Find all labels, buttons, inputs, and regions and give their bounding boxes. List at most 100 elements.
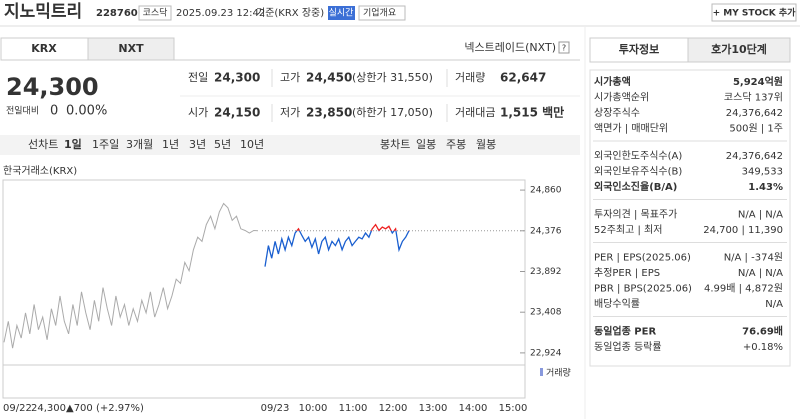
price: 24,300	[6, 73, 99, 101]
quote-table: 전일 24,300 고가 24,450 (상한가 31,550) 거래량 62,647 시가 2…	[180, 69, 580, 122]
x-tick-label: 13:00	[419, 403, 448, 414]
info-label: 시가총액순위	[594, 91, 649, 104]
tab-label[interactable]: NXT	[118, 42, 144, 55]
company-button[interactable]	[358, 5, 406, 21]
info-label: 추정PER | EPS	[594, 267, 660, 279]
volume-label: 거래량	[546, 367, 571, 379]
line-today-up	[296, 223, 410, 231]
datetime: 2025.09.23 12:42	[176, 8, 265, 19]
x-tick-label: 09/23	[261, 403, 290, 414]
line-today	[264, 230, 410, 267]
info-tab-label[interactable]: 호가10단계	[711, 42, 767, 56]
chart: 24,860 24,376 23,892 23,408 22,924 09/23 10:00…	[3, 186, 562, 414]
info-label: 투자의견 | 목표주가	[594, 209, 677, 221]
period[interactable]: 5년	[214, 138, 231, 151]
period[interactable]: 3개월	[126, 138, 153, 151]
stock-code: 228760	[96, 8, 138, 19]
nxt-link[interactable]: 넥스트레이드(NXT)	[464, 41, 556, 54]
period[interactable]: 월봉	[476, 138, 496, 151]
quote-value: 23,850	[306, 106, 352, 120]
chart-source: 한국거래소(KRX)	[3, 165, 77, 177]
info-value: 349,533	[742, 167, 783, 178]
period-list: 선차트 1일 1주일 3개월 1년 3년 5년 10년 봉차트 일봉 주봉 월봉	[28, 137, 496, 151]
quote-label: 거래량	[455, 71, 485, 84]
info-label: PER | EPS(2025.06)	[594, 253, 691, 264]
info-tab[interactable]	[687, 37, 791, 63]
tab-label[interactable]: KRX	[31, 42, 57, 55]
info-label: 52주최고 | 최저	[594, 224, 662, 236]
x-tick-label: 15:00	[499, 403, 528, 414]
info-value: N/A | N/A	[738, 210, 783, 221]
quote-label: 저가	[280, 106, 300, 119]
quote-extra: (상한가 31,550)	[352, 71, 433, 84]
realtime-badge[interactable]	[328, 6, 355, 20]
info-label: 외국인소진율(B/A)	[594, 180, 677, 193]
info-value: 4.99배 | 4,872원	[704, 283, 783, 295]
info-label: 동일업종 PER	[594, 325, 656, 338]
x-tick-label: 10:00	[299, 403, 328, 414]
prev-date: 09/22	[3, 403, 32, 414]
info-value: 24,700 | 11,390	[703, 225, 783, 236]
period-bar	[0, 135, 580, 155]
info-value: 코스닥 137위	[724, 91, 783, 104]
prev-price: 24,300	[31, 403, 66, 414]
mystock-button[interactable]	[711, 3, 797, 22]
info-label: 외국인보유주식수(B)	[594, 166, 682, 178]
quote-label: 전일	[188, 70, 208, 84]
line-prev	[3, 202, 259, 349]
period[interactable]: 1년	[162, 138, 179, 151]
info-tab[interactable]	[589, 37, 689, 63]
y-tick-label: 23,892	[530, 267, 562, 277]
info-label: 외국인한도주식수(A)	[594, 150, 682, 162]
info-value: 24,376,642	[726, 108, 783, 119]
period-group: 선차트	[28, 138, 58, 151]
info-value: N/A | N/A	[738, 268, 783, 279]
change: 0	[50, 104, 58, 119]
info-value: 76.69배	[742, 325, 783, 338]
company[interactable]: 기업개요	[363, 8, 396, 19]
info-value: N/A | -374원	[724, 252, 783, 264]
x-tick-label: 14:00	[459, 403, 488, 414]
info-value: 500원 | 1주	[729, 123, 783, 135]
market: 코스닥	[143, 8, 168, 19]
period[interactable]: 일봉	[416, 137, 436, 151]
help[interactable]: ?	[562, 44, 566, 53]
period[interactable]: 1주일	[92, 137, 119, 151]
x-tick-label: 12:00	[379, 403, 408, 414]
quote-label: 거래대금	[455, 106, 495, 119]
chart-frame	[2, 179, 526, 399]
info-value: 1.43%	[748, 182, 783, 193]
quote-value: 62,647	[500, 71, 546, 85]
info-tab-label[interactable]: 투자정보	[619, 42, 659, 56]
quote-extra: (하한가 17,050)	[352, 105, 433, 119]
quote-value: 1,515 백만	[500, 105, 564, 120]
mystock[interactable]: + MY STOCK 추가	[713, 7, 797, 19]
y-tick-label: 24,376	[530, 226, 562, 236]
info-label: 상장주식수	[594, 107, 640, 119]
quote-label: 고가	[280, 71, 300, 84]
quote-label: 시가	[188, 106, 208, 119]
info-value: 24,376,642	[726, 151, 783, 162]
period[interactable]: 1일	[64, 137, 82, 151]
period[interactable]: 3년	[189, 138, 206, 151]
tab-nxt[interactable]	[87, 37, 175, 61]
x-tick-label: 11:00	[339, 403, 368, 414]
info-label: 시가총액	[594, 75, 631, 88]
change-pct: 0.00%	[66, 104, 107, 119]
quote-value: 24,450	[306, 71, 352, 85]
stock-name: 지노믹트리	[4, 2, 82, 22]
volume-icon	[540, 368, 543, 376]
period-group: 봉차트	[380, 138, 410, 151]
y-tick-label: 22,924	[530, 348, 562, 358]
change-label: 전일대비	[6, 106, 39, 117]
quote-value: 24,300	[214, 71, 260, 85]
y-tick-label: 23,408	[530, 308, 562, 318]
market-badge	[138, 5, 172, 21]
prev-change: ▲700 (+2.97%)	[66, 403, 144, 414]
realtime[interactable]: 실시간	[329, 8, 354, 19]
period[interactable]: 주봉	[446, 138, 466, 151]
help-icon	[558, 41, 570, 54]
period[interactable]: 10년	[240, 138, 264, 151]
info-value: N/A	[765, 299, 783, 310]
